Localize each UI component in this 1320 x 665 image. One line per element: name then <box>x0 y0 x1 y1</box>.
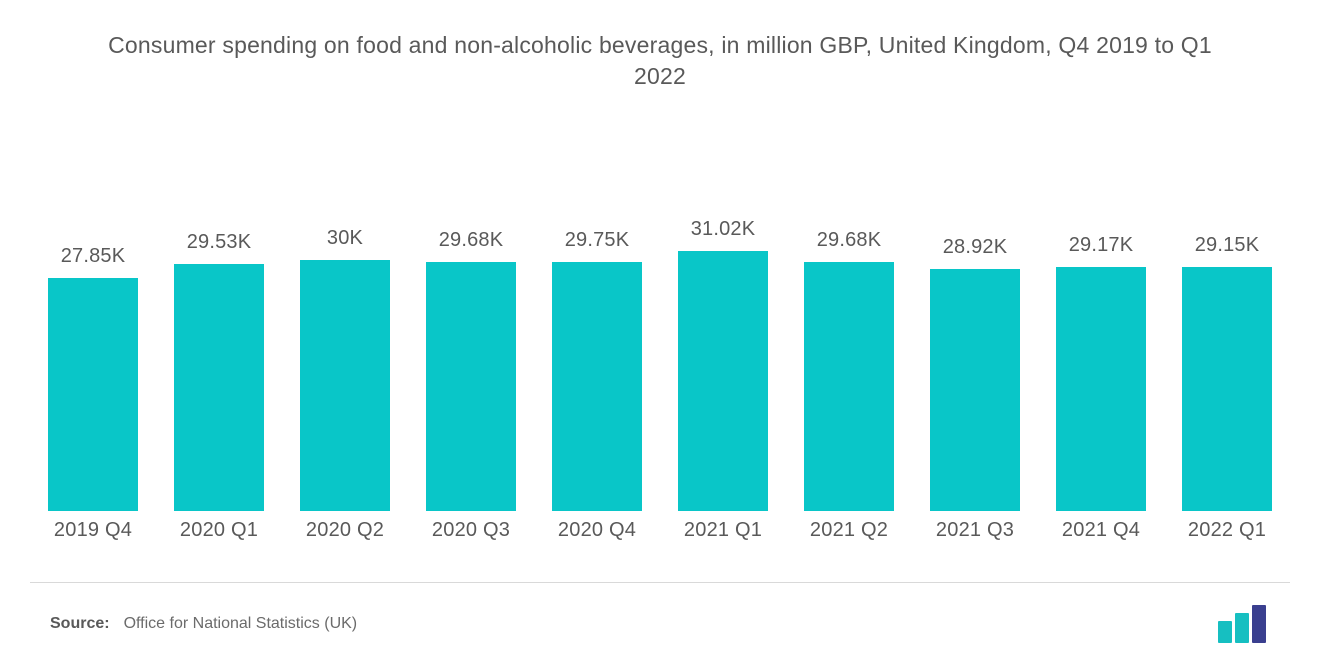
bar-group: 29.53K <box>156 152 282 511</box>
bar-group: 29.68K <box>786 152 912 511</box>
bar <box>174 264 264 512</box>
bar-group: 27.85K <box>30 152 156 511</box>
bar-value-label: 29.68K <box>817 229 882 252</box>
chart-footer: Source: Office for National Statistics (… <box>30 582 1290 665</box>
x-axis-label: 2021 Q1 <box>660 519 786 542</box>
bar <box>930 269 1020 511</box>
x-axis-label: 2020 Q2 <box>282 519 408 542</box>
bar <box>300 260 390 511</box>
bar <box>804 262 894 511</box>
bar <box>678 251 768 511</box>
bar-value-label: 30K <box>327 227 363 250</box>
bar-value-label: 31.02K <box>691 218 756 241</box>
bar-group: 29.75K <box>534 152 660 511</box>
x-axis-label: 2021 Q4 <box>1038 519 1164 542</box>
logo-bar-icon <box>1218 621 1232 643</box>
bar-group: 29.15K <box>1164 152 1290 511</box>
source-wrap: Source: Office for National Statistics (… <box>50 615 357 633</box>
bar-value-label: 29.17K <box>1069 234 1134 257</box>
bar <box>48 278 138 511</box>
source-label: Source: <box>50 615 110 633</box>
brand-logo <box>1218 605 1270 643</box>
bar-value-label: 29.75K <box>565 229 630 252</box>
bar <box>1056 267 1146 511</box>
chart-title: Consumer spending on food and non-alcoho… <box>30 20 1290 92</box>
source-text: Office for National Statistics (UK) <box>124 615 358 633</box>
bar-group: 29.68K <box>408 152 534 511</box>
bar-group: 29.17K <box>1038 152 1164 511</box>
bar-value-label: 29.68K <box>439 229 504 252</box>
x-axis-label: 2020 Q4 <box>534 519 660 542</box>
plot-area: 27.85K 29.53K 30K 29.68K 29.75K 31.02K 29.68K 2… <box>30 92 1290 511</box>
bar-group: 31.02K <box>660 152 786 511</box>
x-axis-label: 2020 Q1 <box>156 519 282 542</box>
x-axis-label: 2022 Q1 <box>1164 519 1290 542</box>
bar <box>552 262 642 511</box>
x-axis-label: 2021 Q2 <box>786 519 912 542</box>
chart-container: Consumer spending on food and non-alcoho… <box>0 0 1320 665</box>
bar-value-label: 28.92K <box>943 236 1008 259</box>
bar-value-label: 29.15K <box>1195 234 1260 257</box>
bar-value-label: 27.85K <box>61 245 126 268</box>
x-axis-label: 2020 Q3 <box>408 519 534 542</box>
bar-group: 30K <box>282 152 408 511</box>
bar <box>1182 267 1272 511</box>
x-axis-labels: 2019 Q42020 Q12020 Q22020 Q32020 Q42021 … <box>30 519 1290 552</box>
x-axis-label: 2021 Q3 <box>912 519 1038 542</box>
logo-bar-icon <box>1235 613 1249 643</box>
bar-value-label: 29.53K <box>187 231 252 254</box>
bar-group: 28.92K <box>912 152 1038 511</box>
logo-bar-icon <box>1252 605 1266 643</box>
x-axis-label: 2019 Q4 <box>30 519 156 542</box>
bar <box>426 262 516 511</box>
